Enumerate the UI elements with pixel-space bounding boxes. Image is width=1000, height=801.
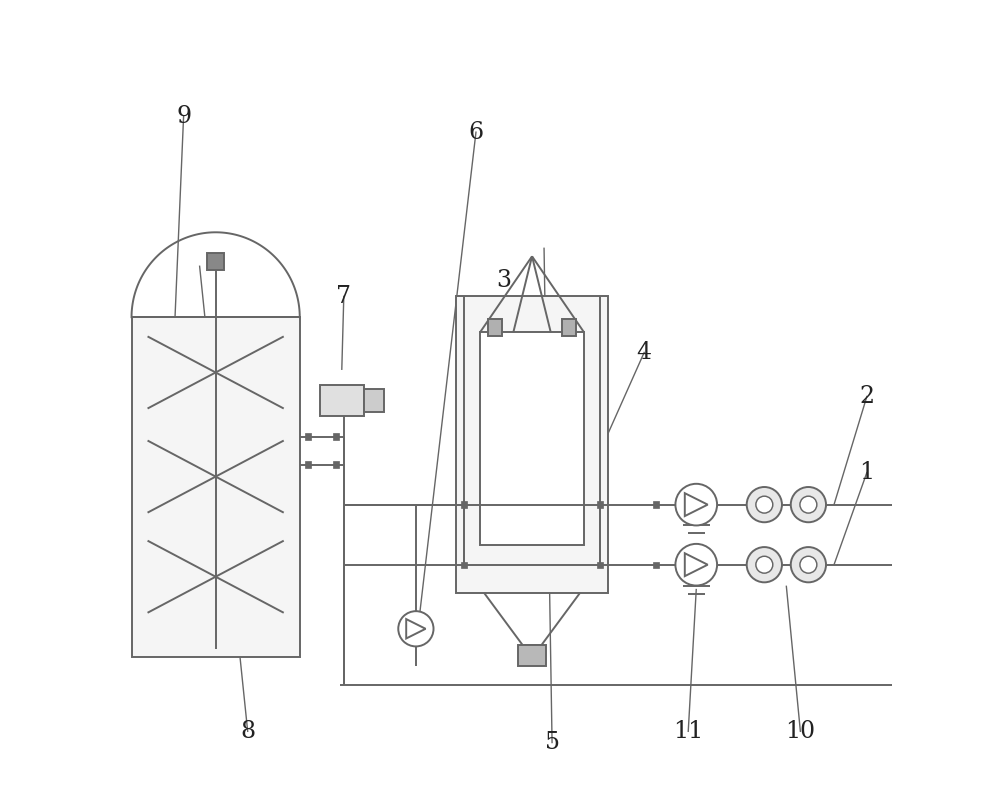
Bar <box>653 562 659 568</box>
Text: 1: 1 <box>859 461 874 484</box>
Bar <box>456 296 608 593</box>
Circle shape <box>791 547 826 582</box>
Text: 2: 2 <box>859 385 874 408</box>
Bar <box>305 433 311 440</box>
Bar <box>364 389 384 412</box>
Text: 9: 9 <box>176 105 191 127</box>
Polygon shape <box>685 493 708 516</box>
Bar <box>333 433 339 440</box>
Bar <box>488 319 502 336</box>
Bar <box>333 461 339 468</box>
Text: 8: 8 <box>240 720 255 743</box>
Bar <box>461 501 467 508</box>
Bar <box>480 332 584 545</box>
Bar <box>597 562 603 568</box>
Text: 11: 11 <box>673 720 703 743</box>
Circle shape <box>675 544 717 586</box>
Circle shape <box>675 484 717 525</box>
Circle shape <box>747 487 782 522</box>
Circle shape <box>800 496 817 513</box>
Text: 10: 10 <box>785 720 815 743</box>
Text: 5: 5 <box>545 731 560 754</box>
Bar <box>562 319 576 336</box>
Bar <box>305 461 311 468</box>
Circle shape <box>747 547 782 582</box>
Text: 6: 6 <box>468 121 484 143</box>
Circle shape <box>398 611 434 646</box>
Polygon shape <box>685 553 708 576</box>
Text: 3: 3 <box>497 269 512 292</box>
Bar <box>461 562 467 568</box>
Text: 4: 4 <box>637 341 652 364</box>
Text: 7: 7 <box>336 285 351 308</box>
Bar <box>207 253 224 271</box>
Bar <box>518 645 546 666</box>
Bar <box>320 385 364 416</box>
Circle shape <box>791 487 826 522</box>
Circle shape <box>756 556 773 574</box>
Bar <box>132 317 300 657</box>
Circle shape <box>756 496 773 513</box>
Circle shape <box>800 556 817 574</box>
Bar <box>597 501 603 508</box>
Polygon shape <box>406 619 426 638</box>
Bar <box>653 501 659 508</box>
